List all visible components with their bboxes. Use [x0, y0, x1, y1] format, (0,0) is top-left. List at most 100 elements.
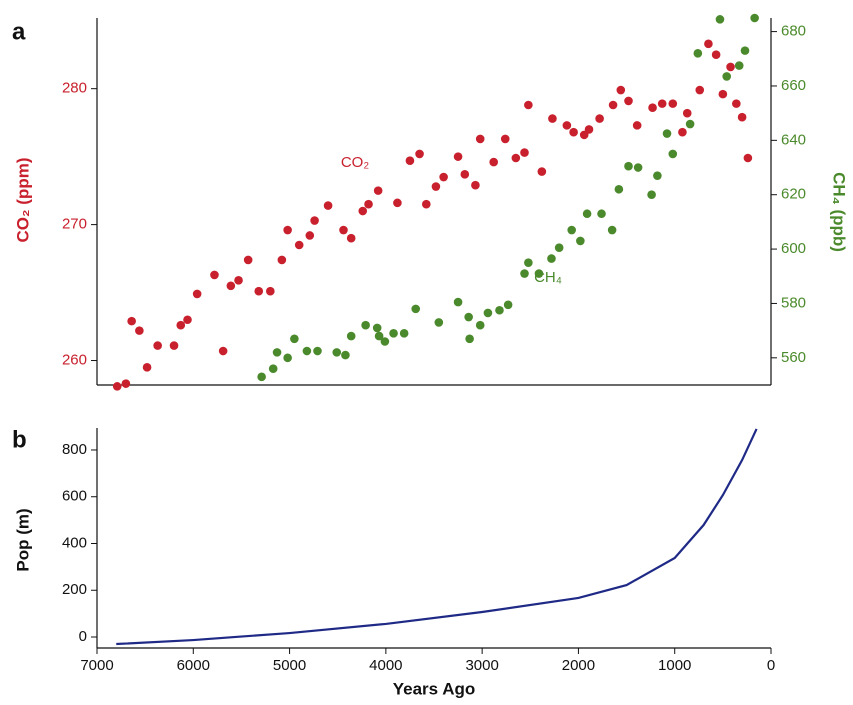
data-point: [142, 363, 152, 372]
y-tick-label: 260: [62, 352, 87, 369]
data-point: [584, 125, 594, 134]
data-point: [576, 236, 585, 246]
data-point: [624, 161, 633, 171]
series-label: CO₂: [341, 154, 370, 171]
data-point: [693, 49, 703, 58]
data-point: [704, 39, 713, 49]
data-point: [415, 149, 424, 159]
data-point: [657, 99, 667, 108]
data-point: [421, 199, 431, 209]
data-point: [431, 182, 441, 191]
data-point: [393, 198, 402, 208]
data-point: [176, 320, 186, 330]
y-axis-title: CO₂ (ppm): [13, 158, 32, 243]
data-point: [495, 305, 504, 315]
data-point: [750, 13, 759, 23]
data-point: [434, 318, 444, 327]
y-axis-title: Pop (m): [13, 508, 32, 571]
data-point: [732, 99, 741, 108]
data-point: [520, 269, 529, 278]
data-point: [624, 96, 633, 106]
data-point: [653, 171, 662, 180]
data-point: [503, 300, 513, 310]
data-point: [389, 329, 398, 338]
data-point: [608, 100, 618, 110]
data-point: [743, 153, 753, 163]
data-point: [226, 281, 236, 291]
y-tick-label: 0: [79, 628, 87, 645]
data-point: [453, 152, 463, 161]
data-point: [524, 258, 533, 267]
y2-tick-label: 680: [781, 23, 806, 40]
series-label: CH₄: [534, 269, 562, 286]
data-point: [332, 348, 342, 357]
data-point: [718, 89, 728, 99]
data-point: [121, 379, 131, 388]
data-point: [722, 72, 732, 81]
data-point: [489, 157, 498, 167]
y2-tick-label: 660: [781, 77, 806, 94]
data-point: [234, 276, 243, 285]
y2-tick-label: 600: [781, 240, 806, 257]
x-tick-label: 1000: [658, 657, 691, 674]
data-point: [266, 286, 275, 296]
y-tick-label: 270: [62, 216, 87, 233]
data-point: [567, 225, 576, 235]
data-point: [682, 108, 692, 118]
x-tick-label: 4000: [369, 657, 402, 674]
data-point: [597, 209, 606, 219]
data-point: [668, 99, 678, 108]
data-point: [695, 85, 705, 95]
y2-tick-label: 560: [781, 349, 806, 366]
panel-label: a: [12, 18, 26, 45]
data-point: [346, 233, 356, 243]
y2-tick-label: 640: [781, 131, 806, 148]
data-point: [218, 346, 228, 356]
data-point: [323, 201, 333, 210]
y-tick-label: 400: [62, 534, 87, 551]
data-point: [272, 348, 282, 357]
data-point: [548, 114, 557, 123]
data-point: [648, 103, 657, 113]
data-point: [465, 334, 474, 344]
data-point: [153, 341, 162, 350]
data-point: [294, 240, 304, 250]
data-point: [715, 15, 725, 24]
data-point: [268, 364, 278, 373]
x-tick-label: 5000: [273, 657, 306, 674]
data-point: [399, 329, 409, 338]
data-point: [169, 341, 179, 350]
data-point: [405, 156, 415, 166]
x-tick-label: 6000: [177, 657, 210, 674]
data-point: [547, 254, 556, 263]
data-point: [471, 180, 480, 190]
y2-tick-label: 580: [781, 294, 806, 311]
data-point: [607, 225, 617, 235]
data-point: [277, 255, 287, 265]
data-point: [257, 372, 266, 382]
data-point: [373, 186, 383, 195]
y2-tick-label: 620: [781, 186, 806, 203]
data-point: [464, 312, 473, 322]
data-point: [358, 206, 368, 216]
data-point: [633, 163, 643, 172]
data-point: [380, 337, 390, 346]
y-tick-label: 800: [62, 441, 87, 458]
x-tick-label: 0: [767, 657, 775, 674]
data-point: [346, 331, 356, 341]
data-point: [341, 350, 350, 360]
data-point: [524, 100, 533, 110]
data-point: [460, 170, 470, 179]
data-point: [678, 127, 687, 137]
data-point: [685, 119, 695, 129]
data-point: [372, 323, 382, 333]
data-point: [210, 270, 219, 280]
data-point: [192, 289, 202, 299]
data-point: [254, 286, 264, 296]
data-point: [361, 320, 370, 330]
data-point: [310, 216, 319, 225]
data-point: [475, 134, 485, 144]
data-point: [374, 331, 384, 341]
data-point: [500, 134, 510, 144]
